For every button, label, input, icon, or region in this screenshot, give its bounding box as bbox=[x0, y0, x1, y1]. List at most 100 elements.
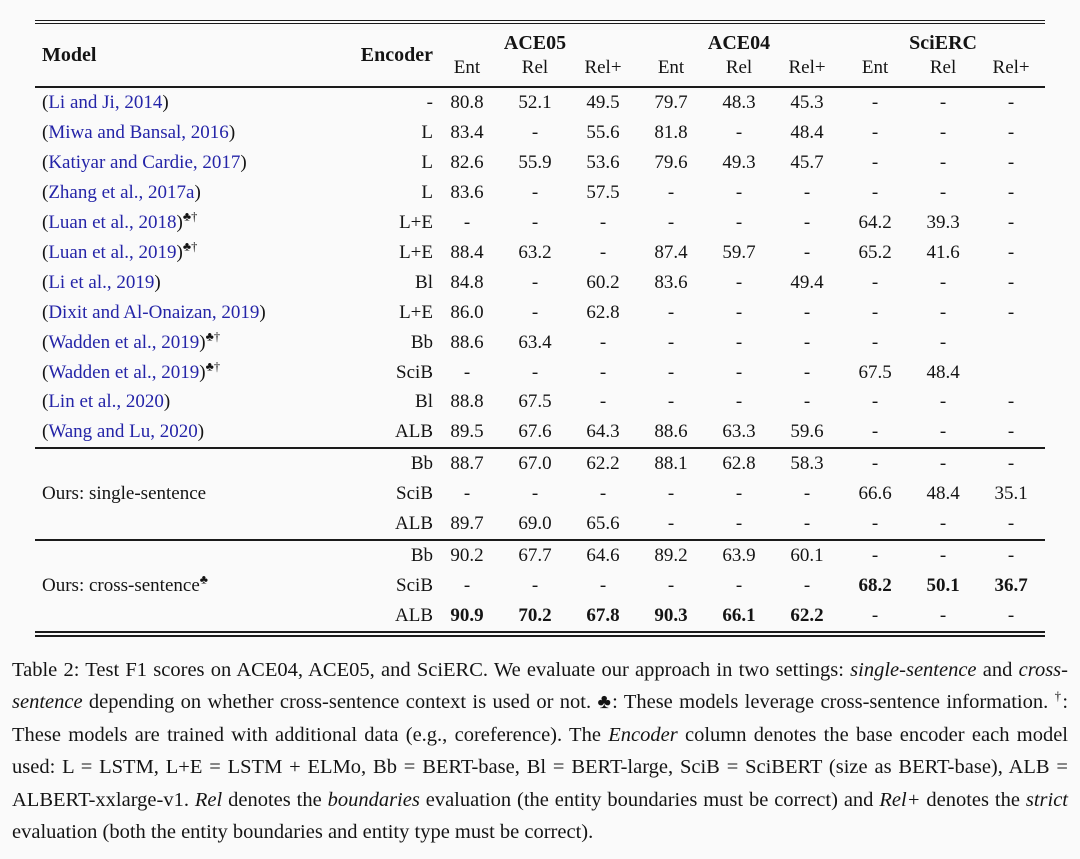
paren-open: ( bbox=[42, 391, 49, 413]
score-cell: 59.6 bbox=[790, 421, 824, 443]
score-cell: 70.2 bbox=[518, 605, 552, 627]
table-row: SciB - - - - - - 66.6 48.4 35.1 bbox=[35, 479, 1045, 509]
score-cell: 90.9 bbox=[450, 605, 484, 627]
paren-close: ) bbox=[194, 181, 201, 203]
score-cell: - bbox=[939, 121, 947, 143]
col-header-ace04-rel: Rel bbox=[725, 57, 753, 79]
score-cell: 88.4 bbox=[450, 241, 484, 263]
citation-link[interactable]: Luan et al., 2019 bbox=[48, 241, 177, 263]
score-cell: 67.5 bbox=[858, 361, 892, 383]
table-row: Ours: single-sentence Bb 88.7 67.0 62.2 88.1 6… bbox=[35, 448, 1045, 504]
paren-close: ) bbox=[199, 331, 206, 353]
table-row: Ours: cross-sentence♣ Bb 90.2 67.7 64.6 89.2 6… bbox=[35, 540, 1045, 596]
score-cell: - bbox=[871, 271, 879, 293]
score-cell: 62.8 bbox=[586, 301, 620, 323]
col-header-scierc-rel: Rel bbox=[929, 57, 957, 79]
citation-link[interactable]: Miwa and Bansal, 2016 bbox=[48, 121, 229, 143]
table-row: (Li et al., 2019) Bl 84.8 - 60.2 83.6 - 49.4 - - - bbox=[35, 267, 1045, 297]
score-cell: 86.0 bbox=[450, 301, 484, 323]
encoder-cell: Bb bbox=[410, 453, 433, 475]
score-cell: - bbox=[531, 121, 539, 143]
score-cell: 64.2 bbox=[858, 211, 892, 233]
score-cell: 41.6 bbox=[926, 241, 960, 263]
table-row: SciB - - - - - - 68.2 50.1 36.7 bbox=[35, 571, 1045, 601]
score-cell: - bbox=[667, 181, 675, 203]
col-header-ace05-rel: Rel bbox=[521, 57, 549, 79]
score-cell: - bbox=[735, 211, 743, 233]
paren-close: ) bbox=[199, 361, 206, 383]
caption-segment: and bbox=[976, 658, 1019, 681]
ours-label-text: Ours: cross-sentence bbox=[42, 575, 200, 597]
table-row: (Wadden et al., 2019)♣† Bb 88.6 63.4 - - - - - - bbox=[35, 327, 1045, 357]
citation-link[interactable]: Wang and Lu, 2020 bbox=[48, 421, 198, 443]
score-cell: - bbox=[939, 513, 947, 535]
col-header-encoder: Encoder bbox=[360, 43, 433, 66]
caption-segment: boundaries bbox=[327, 788, 420, 811]
score-cell: 66.1 bbox=[722, 605, 756, 627]
score-cell: - bbox=[599, 391, 607, 413]
citation-link[interactable]: Dixit and Al-Onaizan, 2019 bbox=[48, 301, 260, 323]
score-cell: 68.2 bbox=[858, 575, 892, 597]
score-cell: - bbox=[1007, 211, 1015, 233]
score-cell: - bbox=[735, 121, 743, 143]
score-cell: 65.6 bbox=[586, 513, 620, 535]
score-cell: - bbox=[599, 331, 607, 353]
score-cell: 49.5 bbox=[586, 91, 620, 113]
score-cell: - bbox=[735, 513, 743, 535]
score-cell: - bbox=[463, 211, 471, 233]
score-cell: 88.1 bbox=[654, 453, 688, 475]
footnote-marks: ♣† bbox=[182, 239, 198, 254]
citation-link[interactable]: Li et al., 2019 bbox=[48, 271, 155, 293]
score-cell: - bbox=[531, 181, 539, 203]
caption-segment: Rel bbox=[194, 788, 223, 811]
score-cell: - bbox=[667, 301, 675, 323]
score-cell: 49.3 bbox=[722, 151, 756, 173]
score-cell: - bbox=[735, 331, 743, 353]
table-row: (Luan et al., 2018)♣† L+E - - - - - - 64.2 39.3 - bbox=[35, 207, 1045, 237]
encoder-cell: SciB bbox=[396, 575, 433, 597]
col-header-model: Model bbox=[42, 43, 97, 66]
encoder-cell: Bb bbox=[410, 331, 433, 353]
citation-link[interactable]: Zhang et al., 2017a bbox=[48, 181, 195, 203]
score-cell: - bbox=[1007, 301, 1015, 323]
score-cell: 49.4 bbox=[790, 271, 824, 293]
citation-link[interactable]: Katiyar and Cardie, 2017 bbox=[48, 151, 241, 173]
score-cell: - bbox=[803, 211, 811, 233]
score-cell: - bbox=[871, 151, 879, 173]
score-cell: 89.5 bbox=[450, 421, 484, 443]
score-cell: - bbox=[871, 513, 879, 535]
encoder-cell: SciB bbox=[396, 483, 433, 505]
table-row: ALB 90.9 70.2 67.8 90.3 66.1 62.2 - - - bbox=[35, 601, 1045, 631]
model-cell: (Wadden et al., 2019)♣† bbox=[35, 327, 335, 357]
model-cell: (Dixit and Al-Onaizan, 2019) bbox=[35, 297, 335, 327]
paren-open: ( bbox=[42, 211, 49, 233]
model-cell: (Miwa and Bansal, 2016) bbox=[35, 118, 335, 148]
paren-open: ( bbox=[42, 181, 49, 203]
score-cell: 88.7 bbox=[450, 453, 484, 475]
col-group-scierc: SciERC bbox=[909, 32, 977, 54]
score-cell: - bbox=[531, 211, 539, 233]
ours-label-text: Ours: single-sentence bbox=[42, 483, 207, 505]
score-cell: - bbox=[939, 391, 947, 413]
score-cell: 90.2 bbox=[450, 545, 484, 567]
table-row: (Lin et al., 2020) Bl 88.8 67.5 - - - - - - - bbox=[35, 387, 1045, 417]
score-cell: 48.4 bbox=[790, 121, 824, 143]
citation-link[interactable]: Lin et al., 2020 bbox=[48, 391, 164, 413]
score-cell: 67.7 bbox=[518, 545, 552, 567]
prior-work-section: (Li and Ji, 2014) -80.8 52.1 49.5 79.7 48.3 45… bbox=[35, 87, 1045, 448]
model-cell: (Katiyar and Cardie, 2017) bbox=[35, 147, 335, 177]
citation-link[interactable]: Wadden et al., 2019 bbox=[48, 331, 200, 353]
score-cell: 48.3 bbox=[722, 91, 756, 113]
citation-link[interactable]: Wadden et al., 2019 bbox=[48, 361, 200, 383]
score-cell: - bbox=[1007, 421, 1015, 443]
score-cell: - bbox=[939, 421, 947, 443]
score-cell: - bbox=[1007, 391, 1015, 413]
citation-link[interactable]: Luan et al., 2018 bbox=[48, 211, 177, 233]
score-cell: 67.5 bbox=[518, 391, 552, 413]
score-cell: 65.2 bbox=[858, 241, 892, 263]
citation-link[interactable]: Li and Ji, 2014 bbox=[48, 91, 163, 113]
score-cell: - bbox=[803, 513, 811, 535]
score-cell: - bbox=[463, 575, 471, 597]
metric-header-row: Ent Rel Rel+ Ent Rel Rel+ Ent Rel Rel+ bbox=[35, 55, 1045, 86]
col-header-ace05-rel-plus: Rel+ bbox=[584, 57, 622, 79]
